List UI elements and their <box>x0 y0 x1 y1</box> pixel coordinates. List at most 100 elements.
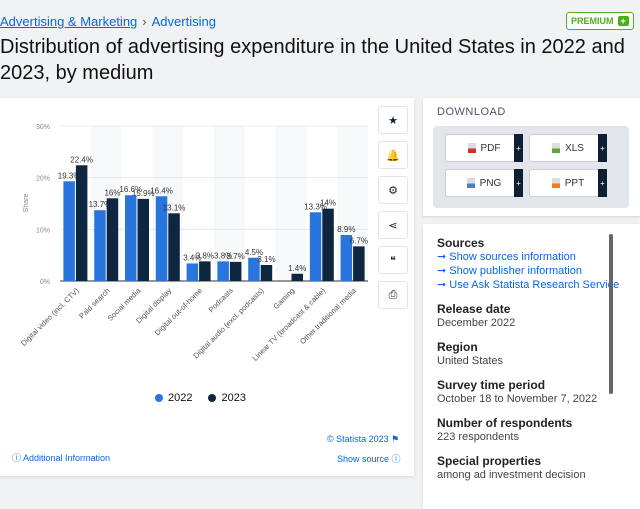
star-icon: ★ <box>388 114 398 127</box>
bell-button[interactable]: 🔔 <box>378 141 408 169</box>
breadcrumb: Advertising & Marketing › Advertising <box>0 14 216 29</box>
detail-label: Special properties <box>437 454 542 468</box>
detail-value: December 2022 <box>437 317 516 329</box>
sources-link[interactable]: ➞ Use Ask Statista Research Service <box>437 279 620 291</box>
gear-button[interactable]: ⚙ <box>378 176 408 204</box>
data-label: 14% <box>320 199 336 208</box>
detail-label: Region <box>437 340 478 354</box>
detail-value: United States <box>437 355 504 367</box>
data-label: 3.8% <box>214 251 232 260</box>
download-pdf-button[interactable]: PDF + <box>445 134 523 162</box>
quote-button[interactable]: ❝ <box>378 246 408 274</box>
bar-2022[interactable] <box>186 263 199 281</box>
download-options-plus[interactable]: + <box>514 134 523 162</box>
legend-item-2023[interactable]: 2023 <box>208 392 246 404</box>
data-label: 15.9% <box>132 189 155 198</box>
data-label: 6.7% <box>350 236 368 245</box>
y-tick-label: 20% <box>36 176 50 183</box>
bar-2023[interactable] <box>199 261 211 281</box>
arrow-right-icon: ➞ <box>437 251 447 263</box>
bar-2022[interactable] <box>94 210 106 281</box>
bar-2023[interactable] <box>229 261 242 281</box>
bar-2022[interactable] <box>63 181 75 281</box>
png-file-icon <box>466 178 475 188</box>
download-options-plus[interactable]: + <box>598 134 607 162</box>
data-label: 22.4% <box>70 155 93 164</box>
print-icon: ⎙ <box>388 288 398 301</box>
sources-link[interactable]: ➞ Show sources information <box>437 251 576 263</box>
breadcrumb-advertising-marketing[interactable]: Advertising & Marketing <box>0 14 138 29</box>
data-label: 1.4% <box>288 264 306 273</box>
bar-2023[interactable] <box>168 213 180 281</box>
download-ppt-button[interactable]: PPT + <box>529 169 607 197</box>
x-tick-label: Podcasts <box>207 286 235 314</box>
data-label: 16% <box>104 188 120 197</box>
show-source-link[interactable]: Show source ⓘ <box>337 454 401 464</box>
chart-toolbar: ★ 🔔 ⚙ ⋖ ❝ ⎙ <box>378 106 408 316</box>
download-buttons: PDF + XLS + PNG + PPT + <box>433 126 629 208</box>
data-label: 3.8% <box>196 251 214 260</box>
bar-2023[interactable] <box>106 198 119 281</box>
share-icon: ⋖ <box>388 219 398 232</box>
premium-badge[interactable]: PREMIUM + <box>566 12 634 30</box>
detail-label: Number of respondents <box>437 416 573 430</box>
x-tick-label: Digital video (incl. CTV) <box>19 286 81 348</box>
legend-item-2022[interactable]: 2022 <box>155 392 192 404</box>
bar-2022[interactable] <box>248 257 260 281</box>
download-options-plus[interactable]: + <box>514 169 523 197</box>
data-label: 16.4% <box>150 186 173 195</box>
download-png-button[interactable]: PNG + <box>445 169 523 197</box>
chart: 0% 10% 20% 30% Share 19.3% 22.4% Digital video … <box>19 124 368 363</box>
statista-copyright[interactable]: © Statista 2023 ⚑ <box>327 434 400 444</box>
xls-file-icon <box>552 143 561 153</box>
bar-2023[interactable] <box>75 165 88 281</box>
additional-information-link[interactable]: ⓘ Additional Information <box>12 453 111 463</box>
arrow-right-icon: ➞ <box>437 279 447 291</box>
sources-link[interactable]: ➞ Show publisher information <box>437 265 582 277</box>
y-tick-label: 0% <box>40 279 50 286</box>
bar-2023[interactable] <box>353 246 365 281</box>
bar-2022[interactable] <box>309 212 322 281</box>
download-panel: DOWNLOAD PDF + XLS + PNG + PPT + <box>423 98 640 216</box>
y-axis-label: Share <box>23 194 30 213</box>
bar-2022[interactable] <box>125 195 137 281</box>
bar-2022[interactable] <box>340 235 353 281</box>
bell-icon: 🔔 <box>386 149 400 162</box>
data-label: 8.9% <box>337 225 355 234</box>
download-options-plus[interactable]: + <box>598 169 607 197</box>
download-xls-button[interactable]: XLS + <box>529 134 607 162</box>
print-button[interactable]: ⎙ <box>378 281 408 309</box>
bar-2023[interactable] <box>260 264 273 281</box>
quote-icon: ❝ <box>390 254 396 267</box>
data-label: 13.1% <box>163 203 186 212</box>
download-title: DOWNLOAD <box>437 106 506 118</box>
share-button[interactable]: ⋖ <box>378 211 408 239</box>
bar-2022[interactable] <box>217 261 229 281</box>
bar-2023[interactable] <box>291 273 304 281</box>
chart-legend: 2022 2023 <box>155 392 246 404</box>
data-label: 3.4% <box>183 253 201 262</box>
scrollbar[interactable] <box>609 234 613 394</box>
pdf-file-icon <box>467 143 476 153</box>
info-panel: Sources ➞ Show sources information ➞ Show… <box>423 224 640 509</box>
detail-label: Release date <box>437 302 511 316</box>
bar-2023[interactable] <box>322 208 334 281</box>
sources-heading: Sources <box>437 236 485 250</box>
category-band <box>214 126 245 281</box>
data-label: 19.3% <box>58 171 81 180</box>
bar-2023[interactable] <box>137 198 150 281</box>
data-label: 13.7% <box>89 200 112 209</box>
y-tick-label: 10% <box>36 227 50 234</box>
star-button[interactable]: ★ <box>378 106 408 134</box>
data-label: 3.1% <box>257 255 275 264</box>
breadcrumb-advertising[interactable]: Advertising <box>151 14 216 29</box>
data-label: 16.6% <box>119 185 142 194</box>
x-tick-label: Gaming <box>271 286 296 311</box>
detail-value: October 18 to November 7, 2022 <box>437 393 598 405</box>
gear-icon: ⚙ <box>388 184 398 197</box>
detail-value: 223 respondents <box>437 431 519 443</box>
bar-2022[interactable] <box>155 196 168 281</box>
ppt-file-icon <box>551 178 560 188</box>
data-label: 4.5% <box>245 248 263 257</box>
y-tick-label: 30% <box>36 124 50 131</box>
